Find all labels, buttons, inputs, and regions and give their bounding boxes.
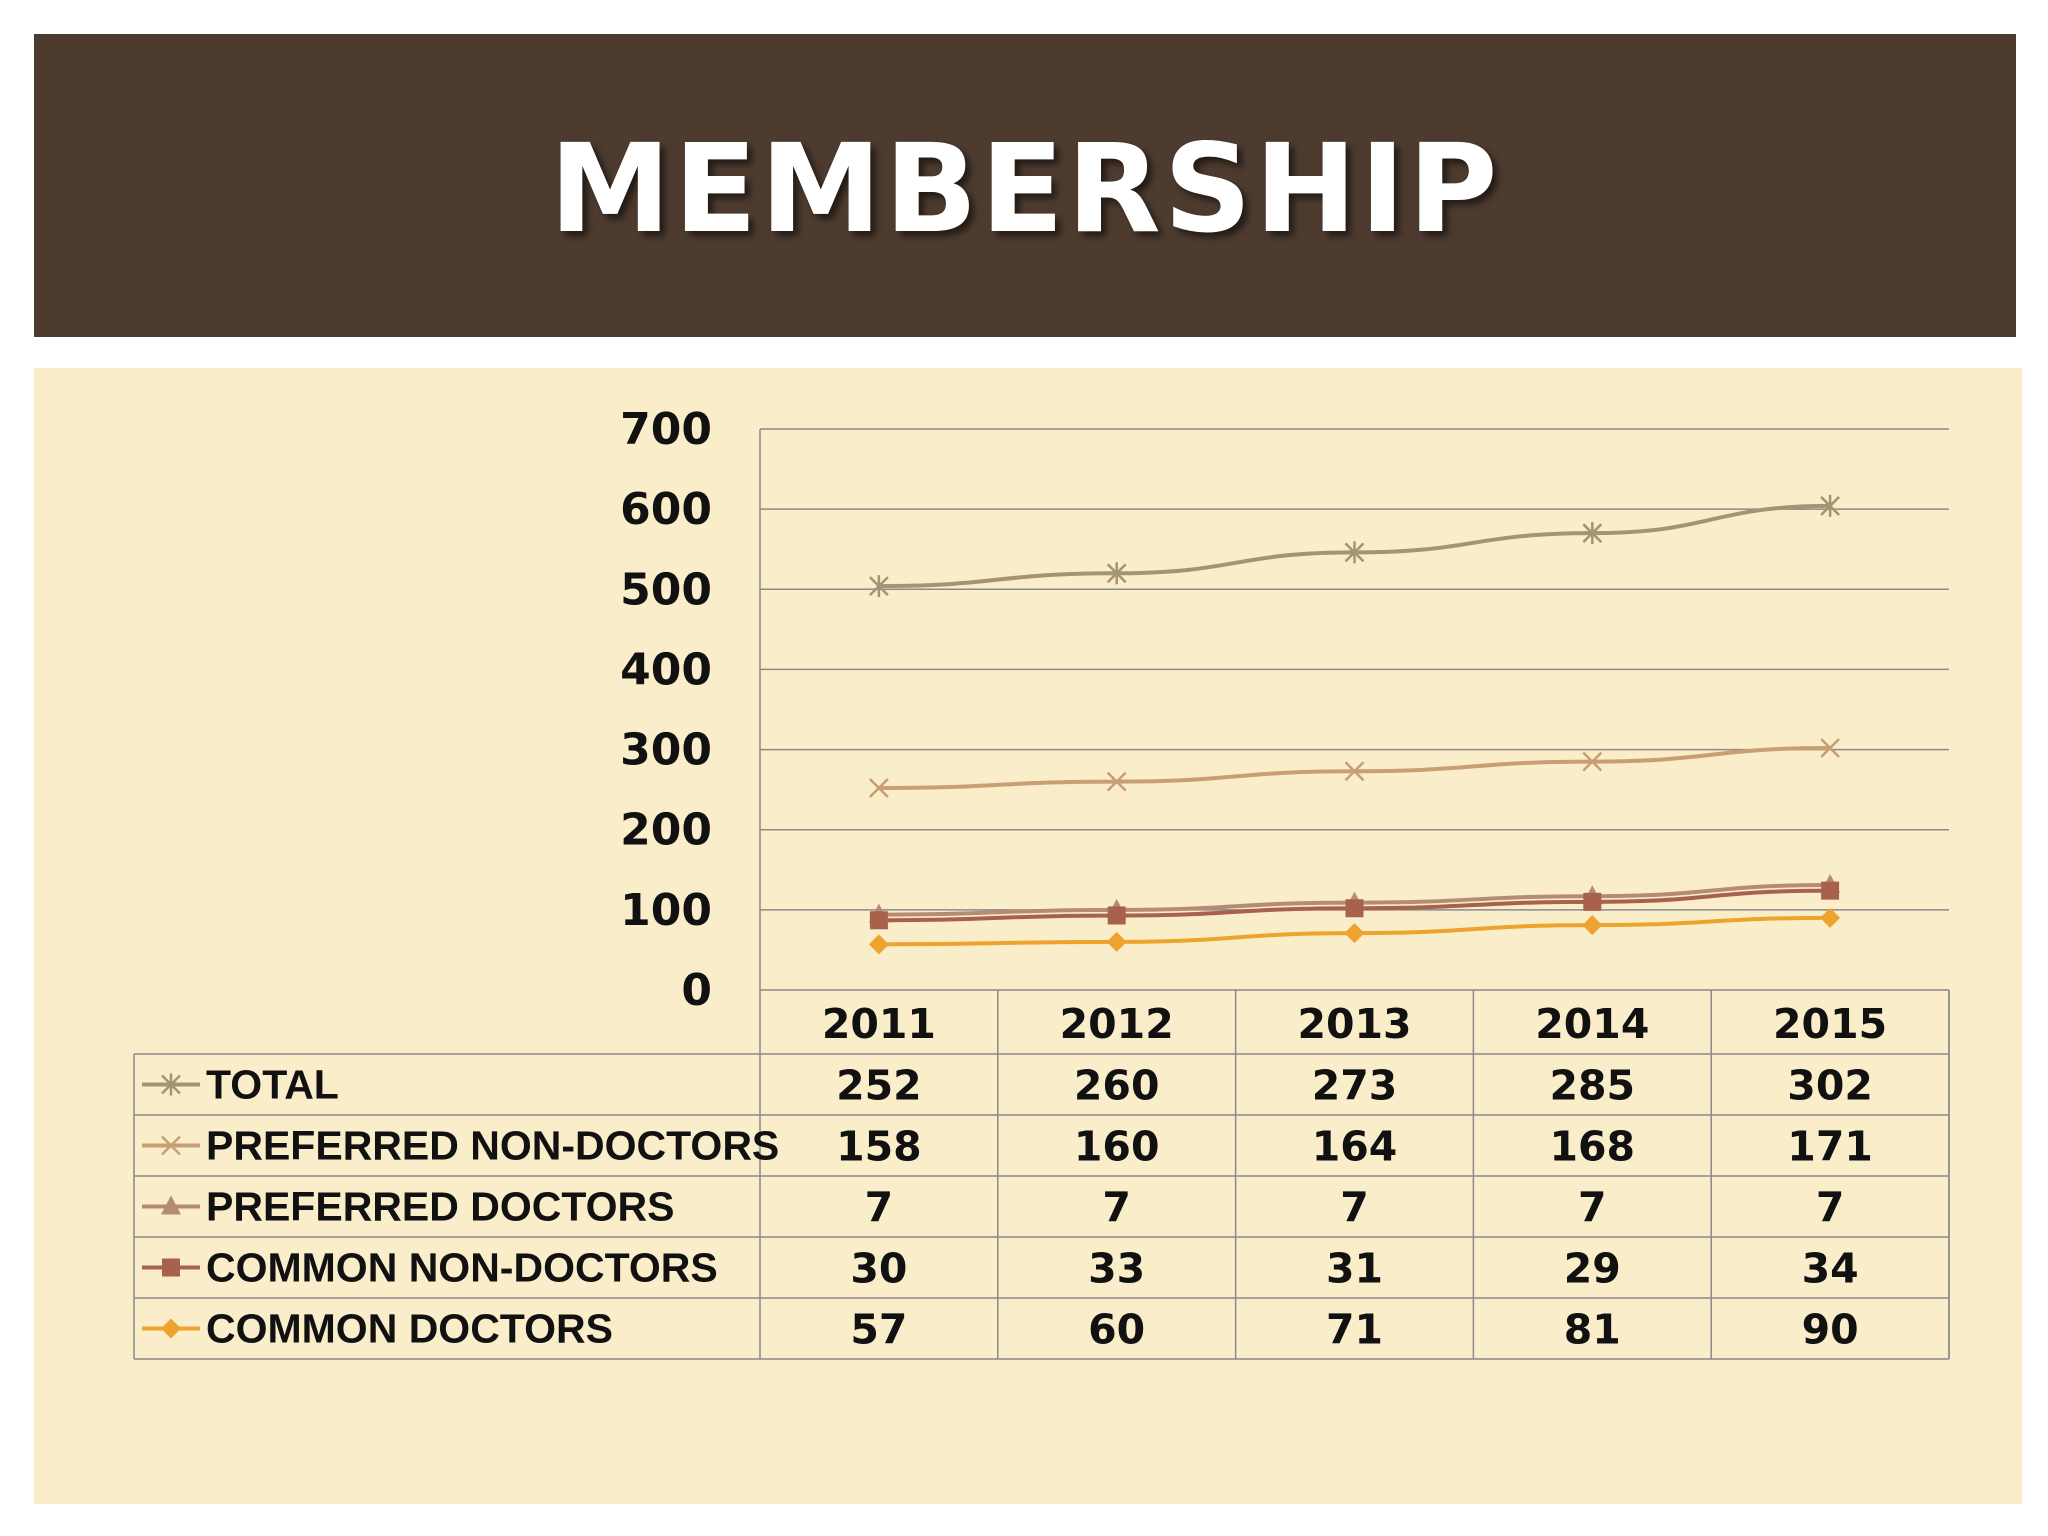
table-cell-value: 302 [1787, 1062, 1873, 1110]
legend-key-marker [161, 1318, 181, 1339]
table-cell-value: 7 [865, 1184, 894, 1232]
data-point [1106, 771, 1127, 792]
slide-title: MEMBERSHIP [549, 117, 1501, 260]
legend-key-marker [161, 1195, 181, 1215]
table-cell-value: 30 [850, 1245, 907, 1293]
series-name-label: COMMON NON-DOCTORS [206, 1245, 718, 1291]
table-cell-value: 273 [1312, 1062, 1398, 1110]
table-cell-value: 7 [1102, 1184, 1131, 1232]
table-cell-value: 60 [1088, 1306, 1145, 1354]
table-cell-value: 171 [1787, 1123, 1873, 1171]
series-name-label: PREFERRED NON-DOCTORS [206, 1123, 779, 1169]
table-row: COMMON NON-DOCTORS 30 33 31 29 34 [142, 1245, 1859, 1293]
data-point [1344, 761, 1365, 782]
table-cell-value: 7 [1816, 1184, 1845, 1232]
legend-key-marker [162, 1258, 180, 1277]
x-category-label: 2015 [1773, 1000, 1887, 1048]
chart-panel: 0 100 200 300 400 500 600 700 2011 2012 2013 2014 2… [34, 368, 2022, 1504]
data-point [1582, 522, 1603, 545]
table-cell-value: 34 [1802, 1245, 1859, 1293]
table-cell-value: 31 [1326, 1245, 1383, 1293]
table-cell-value: 168 [1550, 1123, 1636, 1171]
table-cell-value: 260 [1074, 1062, 1160, 1110]
series-name-label: COMMON DOCTORS [206, 1306, 613, 1352]
data-point [1821, 881, 1840, 900]
y-tick-label: 500 [620, 564, 712, 615]
data-point [1106, 562, 1127, 585]
series-line [878, 745, 1831, 791]
data-point [1583, 892, 1602, 911]
data-point [868, 934, 889, 955]
y-tick-label: 700 [620, 404, 712, 455]
data-point [1345, 899, 1364, 918]
table-cell-value: 81 [1564, 1306, 1621, 1354]
x-category-label: 2013 [1297, 1000, 1411, 1048]
legend-key-marker [161, 1073, 181, 1096]
y-tick-label: 200 [620, 805, 712, 856]
legend-key-marker [161, 1135, 181, 1156]
table-row: PREFERRED NON-DOCTORS 158 160 164 168 171 [142, 1123, 1873, 1171]
table-cell-value: 285 [1550, 1062, 1636, 1110]
data-point [869, 911, 888, 930]
title-bar: MEMBERSHIP [34, 34, 2016, 337]
table-cell-value: 252 [836, 1062, 922, 1110]
data-point [1107, 906, 1126, 925]
series-preferred-non-doctors [869, 738, 1840, 798]
table-cell-value: 71 [1326, 1306, 1383, 1354]
y-axis-ticks: 0 100 200 300 400 500 600 700 [620, 404, 712, 1016]
membership-chart: 0 100 200 300 400 500 600 700 2011 2012 2013 2014 2… [133, 404, 1950, 1360]
data-point [1582, 751, 1603, 772]
series-layer [868, 494, 1841, 955]
series-name-label: TOTAL [206, 1062, 339, 1108]
series-common-doctors [868, 907, 1841, 955]
data-point [1344, 541, 1365, 564]
y-tick-label: 600 [620, 484, 712, 535]
grid-layer [759, 428, 1949, 991]
table-cell-value: 164 [1312, 1123, 1398, 1171]
x-category-label: 2011 [822, 1000, 936, 1048]
y-tick-label: 300 [620, 725, 712, 776]
table-cell-value: 7 [1340, 1184, 1369, 1232]
data-point [1344, 923, 1365, 944]
x-category-label: 2012 [1060, 1000, 1174, 1048]
table-row: COMMON DOCTORS 57 60 71 81 90 [142, 1306, 1859, 1354]
series-common-non-doctors [869, 881, 1840, 930]
table-row: PREFERRED DOCTORS 7 7 7 7 7 [142, 1184, 1844, 1232]
table-cell-value: 90 [1802, 1306, 1859, 1354]
data-point [1106, 931, 1127, 952]
table-cell-value: 7 [1578, 1184, 1607, 1232]
data-point [1820, 494, 1840, 517]
table-cell-value: 33 [1088, 1245, 1145, 1293]
table-cell-value: 29 [1564, 1245, 1621, 1293]
table-cell-value: 160 [1074, 1123, 1160, 1171]
data-point [869, 778, 889, 798]
series-total [869, 494, 1840, 598]
y-tick-label: 100 [620, 885, 712, 936]
table-row: TOTAL 252 260 273 285 302 [142, 1062, 1873, 1110]
series-name-label: PREFERRED DOCTORS [206, 1184, 675, 1230]
data-point [1582, 915, 1603, 936]
x-category-label: 2014 [1535, 1000, 1649, 1048]
data-point [869, 575, 889, 598]
data-point [1820, 738, 1840, 758]
table-cell-value: 158 [836, 1123, 922, 1171]
table-cell-value: 57 [850, 1306, 907, 1354]
data-point [1820, 907, 1841, 928]
y-tick-label: 0 [681, 965, 712, 1016]
y-tick-label: 400 [620, 644, 712, 695]
